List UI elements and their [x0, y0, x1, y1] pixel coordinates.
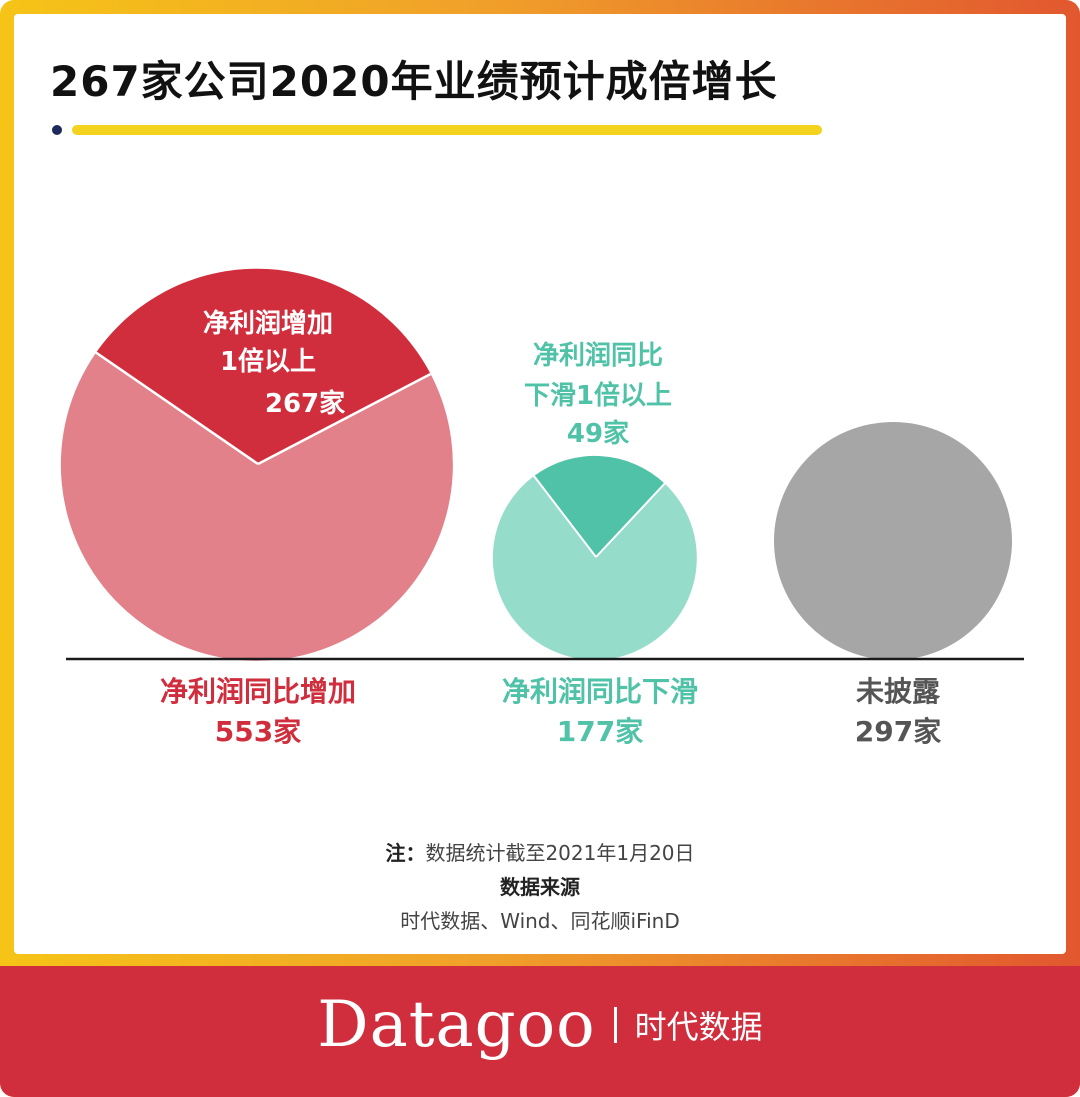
category-total: 553家 [214, 715, 302, 748]
category-label-decrease: 净利润同比下滑 177家 [430, 672, 770, 752]
brand-divider [613, 1007, 617, 1043]
slice-value-increase: 267家 [265, 388, 345, 419]
title-dot [52, 125, 62, 135]
pie-undisclosed [774, 422, 1012, 660]
pie-divider [95, 351, 259, 466]
pie-slice-decrease-rest [492, 476, 697, 660]
pie-divider [257, 372, 432, 466]
page-title: 267家公司2020年业绩预计成倍增长 [50, 57, 778, 106]
slice-value-decrease: 49家 [567, 418, 629, 449]
brand-footer: Datagoo 时代数据 [0, 966, 1080, 1097]
category-label-increase: 净利润同比增加 553家 [88, 672, 428, 752]
category-total: 177家 [556, 715, 644, 748]
pie-slice-increase-double [96, 268, 431, 464]
pie-divider [533, 475, 597, 558]
pie-slice-decrease-double [534, 455, 665, 557]
slice-label-decrease-line2: 下滑1倍以上 [524, 380, 672, 411]
source-title: 数据来源 [500, 875, 580, 899]
brand-subtitle: 时代数据 [634, 1008, 763, 1046]
slice-label-increase-line2: 1倍以上 [220, 346, 316, 377]
category-name: 净利润同比下滑 [501, 675, 698, 708]
source-title-line: 数据来源 [0, 870, 1080, 904]
note-line: 注：数据统计截至2021年1月20日 [0, 836, 1080, 870]
note-text: 数据统计截至2021年1月20日 [425, 841, 695, 865]
bubble-pie-chart: 净利润增加 1倍以上 267家 净利润同比 下滑1倍以上 49家 [60, 268, 1024, 661]
pie-slice-increase-rest [60, 352, 453, 661]
category-total: 297家 [854, 715, 942, 748]
title-underline [72, 125, 822, 135]
category-name: 净利润同比增加 [159, 675, 356, 708]
slice-label-decrease-line1: 净利润同比 [533, 340, 663, 371]
source-text: 时代数据、Wind、同花顺iFinD [400, 909, 680, 933]
note-prefix: 注： [385, 841, 426, 865]
footnotes: 注：数据统计截至2021年1月20日 数据来源 时代数据、Wind、同花顺iFi… [0, 836, 1080, 938]
pie-divider [595, 482, 666, 558]
slice-label-increase-line1: 净利润增加 [203, 308, 333, 339]
category-name: 未披露 [855, 675, 940, 708]
category-label-undisclosed: 未披露 297家 [728, 672, 1068, 752]
brand-logo: Datagoo [317, 988, 596, 1062]
brand-block: Datagoo 时代数据 [0, 988, 1080, 1062]
